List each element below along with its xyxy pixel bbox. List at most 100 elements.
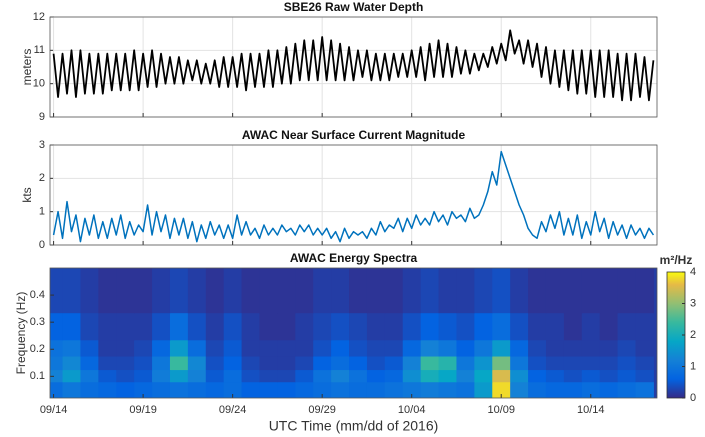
heatmap-cell bbox=[169, 312, 189, 341]
heatmap-cell bbox=[331, 381, 350, 398]
heatmap-cell bbox=[349, 312, 368, 341]
heatmap-cell bbox=[259, 268, 278, 314]
heatmap-cell bbox=[134, 381, 153, 398]
heatmap-cell bbox=[635, 312, 654, 341]
heatmap-cell bbox=[349, 369, 368, 383]
y-tick-label: 0.3 bbox=[30, 316, 45, 328]
heatmap-cell bbox=[313, 381, 332, 398]
heatmap-cell bbox=[492, 356, 511, 371]
heatmap-cell bbox=[187, 369, 207, 383]
heatmap-cell bbox=[510, 381, 529, 398]
heatmap-cell bbox=[384, 268, 404, 314]
heatmap-cell bbox=[169, 339, 189, 357]
heatmap-cell bbox=[474, 381, 493, 398]
heatmap-cell bbox=[80, 356, 99, 371]
heatmap-cell bbox=[80, 312, 99, 341]
heatmap-cell bbox=[366, 381, 386, 398]
axes-box bbox=[49, 267, 658, 399]
heatmap-cell bbox=[169, 369, 189, 383]
heatmap-cell bbox=[528, 312, 547, 341]
heatmap-cell bbox=[205, 312, 225, 341]
heatmap-cell bbox=[98, 381, 117, 398]
heatmap-cell bbox=[474, 339, 493, 357]
heatmap-cell bbox=[80, 381, 99, 398]
heatmap-cell bbox=[581, 312, 601, 341]
heatmap-cell bbox=[116, 268, 135, 314]
heatmap-cell bbox=[384, 339, 404, 357]
heatmap-cell bbox=[62, 268, 81, 314]
heatmap-cell bbox=[545, 381, 565, 398]
y-tick-label: 0.2 bbox=[30, 343, 45, 355]
heatmap-cell bbox=[116, 356, 135, 371]
heatmap-cell bbox=[152, 356, 171, 371]
heatmap-cell bbox=[62, 312, 81, 341]
heatmap-cell bbox=[205, 268, 225, 314]
heatmap-cell bbox=[617, 356, 637, 371]
heatmap-cell bbox=[635, 369, 654, 383]
heatmap-cell bbox=[510, 312, 529, 341]
heatmap-cell bbox=[581, 356, 601, 371]
heatmap-cell bbox=[510, 369, 529, 383]
y-axis-label: Frequency (Hz) bbox=[14, 292, 28, 375]
heatmap-cell bbox=[50, 356, 64, 371]
heatmap-cell bbox=[50, 339, 64, 357]
heatmap-cell bbox=[295, 369, 314, 383]
data-line bbox=[52, 29, 655, 102]
heatmap-cell bbox=[438, 369, 457, 383]
heatmap-cell bbox=[366, 369, 386, 383]
y-tick-label: 1 bbox=[39, 206, 45, 218]
heatmap-cell bbox=[241, 369, 260, 383]
heatmap-cell bbox=[98, 369, 117, 383]
heatmap-cell bbox=[205, 369, 225, 383]
heatmap-cell bbox=[474, 369, 493, 383]
colorbar-label: m²/Hz bbox=[660, 253, 693, 267]
heatmap-cell bbox=[420, 339, 440, 357]
heatmap-cell bbox=[420, 268, 440, 314]
heatmap-cell bbox=[563, 369, 583, 383]
x-tick-label: 10/04 bbox=[398, 404, 426, 416]
heatmap-cell bbox=[116, 312, 135, 341]
heatmap-cell bbox=[295, 356, 314, 371]
heatmap-cell bbox=[331, 356, 350, 371]
heatmap-cell bbox=[438, 312, 457, 341]
heatmap-cell bbox=[223, 356, 243, 371]
heatmap-cell bbox=[384, 381, 404, 398]
heatmap-cell bbox=[223, 268, 243, 314]
heatmap-cell bbox=[187, 339, 207, 357]
heatmap-cell bbox=[492, 369, 511, 383]
heatmap-cell bbox=[438, 356, 457, 371]
heatmap-cell bbox=[331, 268, 350, 314]
heatmap-cell bbox=[366, 356, 386, 371]
heatmap-cell bbox=[152, 312, 171, 341]
heatmap-cell bbox=[617, 381, 637, 398]
data-line bbox=[52, 150, 655, 243]
colorbar-tick-label: 3 bbox=[690, 297, 696, 309]
heatmap-cell bbox=[456, 381, 475, 398]
heatmap-cell bbox=[384, 356, 404, 371]
heatmap-cell bbox=[80, 369, 99, 383]
heatmap-cell bbox=[510, 268, 529, 314]
heatmap-cell bbox=[80, 268, 99, 314]
heatmap-cell bbox=[169, 381, 189, 398]
y-axis-label: meters bbox=[20, 49, 34, 86]
heatmap-cell bbox=[581, 268, 601, 314]
y-tick-label: 11 bbox=[34, 44, 45, 56]
y-tick-label: 0.4 bbox=[30, 289, 45, 301]
heatmap-cell bbox=[635, 381, 654, 398]
heatmap-cell bbox=[277, 369, 296, 383]
y-tick-label: 2 bbox=[39, 172, 45, 184]
heatmap-cell bbox=[420, 381, 440, 398]
heatmap-cell bbox=[349, 268, 368, 314]
chart-title: AWAC Near Surface Current Magnitude bbox=[242, 128, 466, 142]
heatmap-cell bbox=[492, 312, 511, 341]
heatmap-cell bbox=[169, 356, 189, 371]
heatmap-cell bbox=[528, 339, 547, 357]
heatmap-cell bbox=[152, 381, 171, 398]
heatmap-cell bbox=[331, 369, 350, 383]
x-tick-label: 10/09 bbox=[487, 404, 515, 416]
heatmap-cell bbox=[50, 268, 64, 314]
heatmap-cell bbox=[581, 381, 601, 398]
line-clip bbox=[52, 150, 655, 243]
heatmap-cell bbox=[563, 356, 583, 371]
